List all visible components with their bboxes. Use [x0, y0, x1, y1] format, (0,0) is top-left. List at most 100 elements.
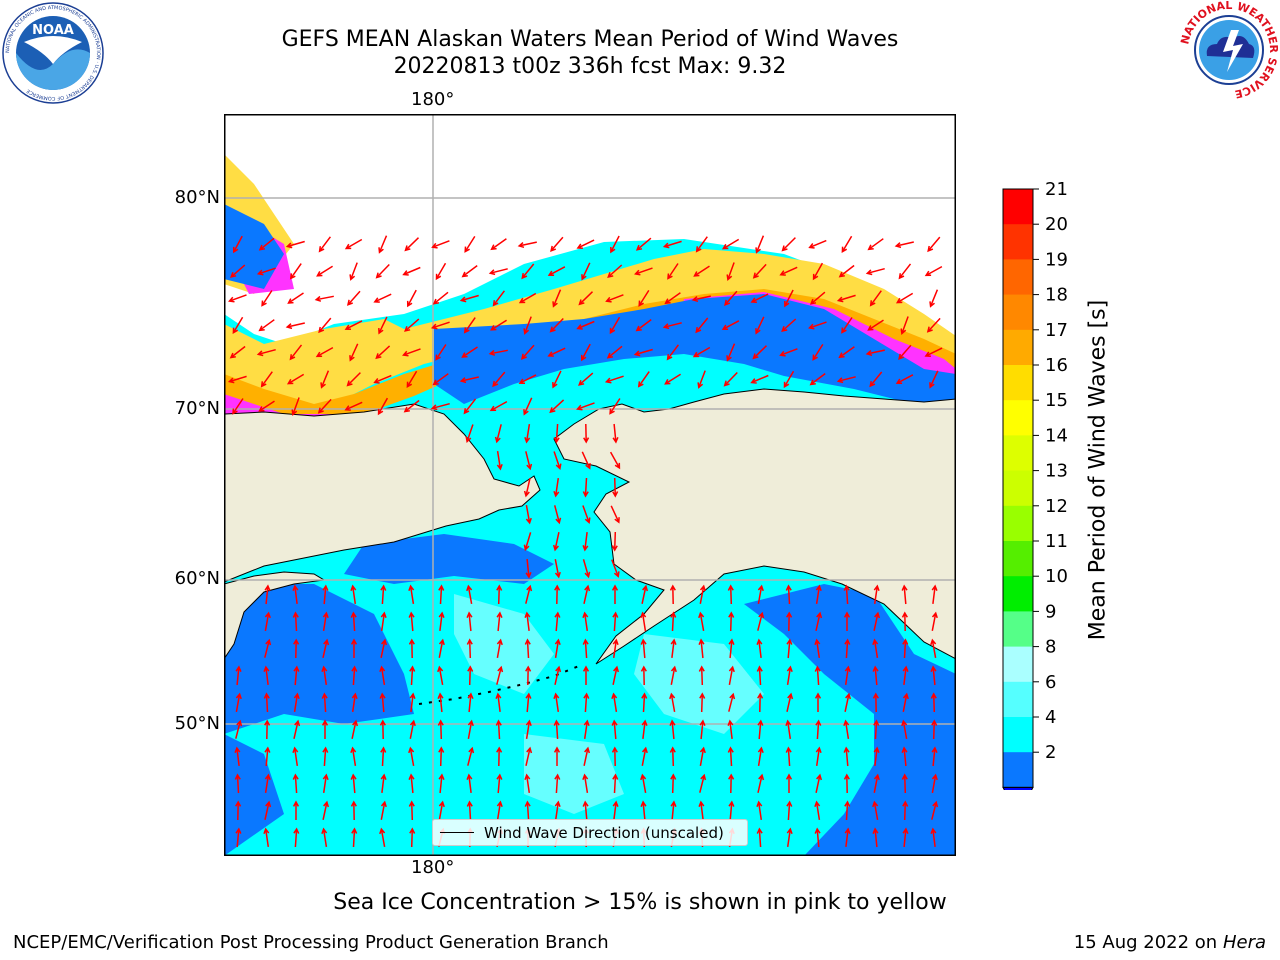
- wind-wave-arrow: [815, 719, 822, 740]
- wind-wave-arrow: [322, 611, 329, 632]
- wind-wave-arrow: [229, 345, 246, 359]
- wind-wave-arrow: [349, 343, 359, 362]
- wind-wave-arrow: [781, 318, 797, 333]
- wind-wave-arrow: [234, 773, 241, 794]
- wind-wave-arrow: [466, 584, 473, 605]
- wind-wave-arrow: [698, 665, 705, 686]
- map-legend: Wind Wave Direction (unscaled): [432, 819, 748, 846]
- wind-wave-arrow: [640, 611, 647, 632]
- wind-wave-arrow: [232, 398, 244, 415]
- wind-wave-arrow: [582, 559, 591, 579]
- wind-wave-arrow: [895, 374, 914, 385]
- wind-wave-arrow: [728, 773, 735, 794]
- wind-wave-arrow: [721, 238, 740, 250]
- wind-wave-arrow: [235, 827, 242, 848]
- wind-wave-arrow: [464, 235, 476, 253]
- wind-wave-arrow: [317, 398, 332, 414]
- wind-wave-arrow: [228, 294, 247, 303]
- wind-wave-arrow: [523, 478, 531, 498]
- wind-wave-arrow: [576, 402, 595, 411]
- wind-wave-arrow: [524, 800, 531, 821]
- wind-wave-arrow: [697, 370, 706, 389]
- wind-wave-arrow: [463, 317, 476, 334]
- wind-wave-arrow: [264, 584, 271, 605]
- wind-wave-arrow: [525, 665, 532, 686]
- wind-wave-arrow: [662, 240, 682, 249]
- wind-wave-arrow: [286, 373, 305, 385]
- colorbar-segment: [1003, 329, 1033, 366]
- wind-wave-arrow: [264, 719, 271, 740]
- wind-wave-arrow: [865, 349, 885, 357]
- wind-wave-arrow: [869, 290, 882, 307]
- wind-wave-arrow: [611, 559, 620, 578]
- wind-wave-arrow: [489, 400, 508, 412]
- wind-wave-arrow: [430, 321, 450, 330]
- wind-wave-arrow: [375, 263, 390, 279]
- wind-wave-arrow: [264, 746, 271, 767]
- wind-wave-arrow: [494, 424, 502, 444]
- wind-wave-arrow: [550, 236, 564, 252]
- wind-wave-arrow: [549, 317, 564, 333]
- colorbar-tick-label: 8: [1045, 637, 1056, 658]
- lat-label-80: 80°N: [174, 187, 220, 208]
- wind-wave-arrow: [609, 398, 621, 415]
- wind-wave-arrow: [728, 800, 735, 821]
- wind-wave-arrow: [293, 692, 300, 713]
- wind-wave-arrow: [901, 746, 908, 767]
- wind-wave-arrow: [872, 665, 879, 686]
- wind-wave-arrow: [322, 746, 329, 767]
- wind-wave-arrow: [496, 665, 504, 685]
- wind-wave-arrow: [232, 235, 243, 254]
- colorbar-segment: [1003, 365, 1033, 401]
- wind-wave-arrow: [669, 719, 676, 740]
- colorbar-segments: [1002, 188, 1034, 790]
- wind-wave-arrow: [461, 265, 478, 278]
- wind-wave-arrow: [756, 665, 763, 686]
- wind-wave-arrow: [612, 665, 620, 685]
- wind-wave-arrow: [554, 584, 561, 605]
- wind-wave-arrow: [351, 719, 359, 739]
- wind-wave-arrow: [757, 719, 764, 740]
- wind-wave-arrow: [344, 238, 363, 250]
- wind-wave-arrow: [292, 746, 299, 767]
- wind-wave-arrow: [373, 374, 392, 384]
- wind-wave-arrow: [321, 827, 328, 848]
- wind-wave-arrow: [929, 370, 939, 389]
- wind-wave-arrow: [350, 773, 357, 794]
- wind-wave-arrow: [635, 319, 652, 332]
- colorbar-tick-label: 15: [1045, 390, 1068, 411]
- wind-wave-arrow: [698, 800, 705, 820]
- wind-wave-arrow: [721, 320, 740, 331]
- wind-wave-arrow: [234, 746, 241, 766]
- colorbar-segment: [1003, 189, 1033, 225]
- wind-wave-arrow: [379, 827, 386, 848]
- wind-wave-arrow: [431, 240, 450, 249]
- wind-wave-arrow: [669, 746, 676, 767]
- wind-wave-arrow: [344, 320, 363, 330]
- wind-wave-arrow: [699, 692, 706, 713]
- arctic-no-data: [225, 115, 955, 344]
- wind-wave-arrow: [285, 240, 305, 249]
- wind-wave-arrow: [931, 773, 938, 794]
- wind-wave-arrow: [264, 800, 272, 820]
- wind-wave-arrow: [841, 317, 853, 334]
- wind-wave-arrow: [524, 611, 531, 631]
- footer-date-text: 15 Aug 2022 on: [1073, 932, 1218, 953]
- wind-wave-arrow: [264, 611, 271, 632]
- wind-wave-arrow: [578, 372, 594, 386]
- wind-wave-arrow: [438, 584, 445, 605]
- wind-wave-arrow: [902, 827, 909, 848]
- wind-wave-arrow: [554, 665, 562, 685]
- wind-wave-arrow: [438, 638, 445, 658]
- wind-wave-arrow: [669, 692, 676, 713]
- wind-wave-arrow: [605, 294, 624, 303]
- wind-wave-arrow: [525, 746, 533, 766]
- wind-wave-arrow: [351, 665, 358, 686]
- wind-wave-arrow: [583, 692, 590, 713]
- wind-wave-arrow: [525, 692, 532, 713]
- colorbar-ticks: 21 20 19 18 17 16 15 14 13 12 11 10 9 8 6 4 2: [1033, 180, 1068, 763]
- wind-wave-arrow: [466, 611, 473, 632]
- wind-wave-arrow: [786, 692, 794, 712]
- wind-wave-arrow: [518, 292, 537, 304]
- colorbar-tick-label: 10: [1045, 566, 1068, 587]
